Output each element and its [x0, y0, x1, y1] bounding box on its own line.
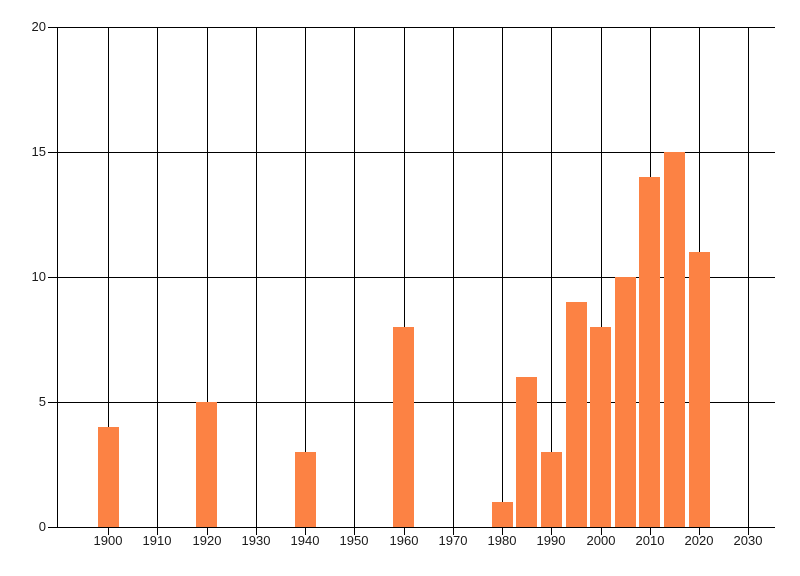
x-tick-label-1960: 1960 [389, 533, 419, 548]
x-tick-label-1920: 1920 [192, 533, 222, 548]
x-gridline-2030 [748, 27, 749, 535]
bar-1940 [295, 452, 316, 527]
x-gridline-1980 [502, 27, 503, 535]
x-tick-label-1980: 1980 [487, 533, 517, 548]
y-gridline-10 [48, 277, 775, 278]
bar-1985 [516, 377, 537, 527]
x-gridline-1960 [404, 27, 405, 535]
x-gridline-1920 [207, 27, 208, 535]
x-tick-label-2030: 2030 [733, 533, 763, 548]
x-gridline-1900 [108, 27, 109, 535]
x-tick-label-1900: 1900 [93, 533, 123, 548]
x-gridline-1910 [157, 27, 158, 535]
y-gridline-15 [48, 152, 775, 153]
bar-2020 [689, 252, 710, 527]
y-tick-label-15: 15 [31, 144, 46, 159]
x-tick-label-1910: 1910 [142, 533, 172, 548]
x-tick-label-2000: 2000 [586, 533, 616, 548]
x-tick-label-1950: 1950 [339, 533, 369, 548]
x-tick-label-2010: 2010 [635, 533, 665, 548]
x-gridline-1940 [305, 27, 306, 535]
x-tick-label-1970: 1970 [438, 533, 468, 548]
bar-1960 [393, 327, 414, 527]
bar-2000 [590, 327, 611, 527]
x-gridline-1990 [551, 27, 552, 535]
bar-2010 [639, 177, 660, 527]
y-tick-label-5: 5 [38, 394, 46, 409]
x-gridline-2000 [601, 27, 602, 535]
y-tick-label-20: 20 [31, 19, 46, 34]
x-gridline-1930 [256, 27, 257, 535]
y-tick-label-0: 0 [38, 519, 46, 534]
bar-1920 [196, 402, 217, 527]
bar-1980 [492, 502, 513, 527]
x-gridline-1950 [354, 27, 355, 535]
bar-2015 [664, 152, 685, 527]
y-axis-line [57, 27, 58, 527]
bar-1990 [541, 452, 562, 527]
x-gridline-1970 [453, 27, 454, 535]
x-axis-line [48, 527, 775, 528]
x-tick-label-1990: 1990 [536, 533, 566, 548]
bar-1900 [98, 427, 119, 527]
bar-2005 [615, 277, 636, 527]
x-tick-label-1940: 1940 [290, 533, 320, 548]
x-tick-label-2020: 2020 [684, 533, 714, 548]
bar-1995 [566, 302, 587, 527]
x-tick-label-1930: 1930 [241, 533, 271, 548]
y-gridline-20 [48, 27, 775, 28]
y-tick-label-10: 10 [31, 269, 46, 284]
